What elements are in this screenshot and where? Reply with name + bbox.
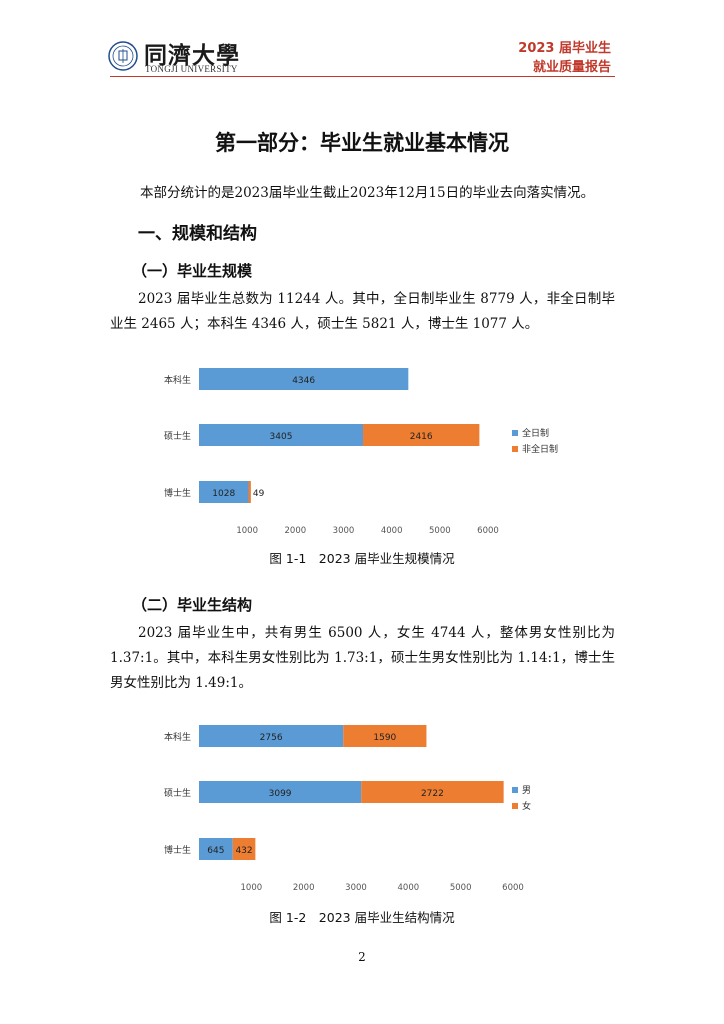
report-year: 2023 届毕业生: [518, 41, 611, 56]
legend-label: 女: [522, 800, 531, 812]
data-label: 2756: [260, 733, 283, 743]
x-tick-label: 5000: [450, 883, 472, 893]
x-tick-label: 2000: [285, 526, 307, 536]
legend-swatch: [512, 446, 518, 452]
section-title: 一、规模和结构: [138, 224, 257, 244]
legend-label: 男: [522, 785, 531, 796]
legend-swatch: [512, 430, 518, 436]
data-label: 2722: [421, 789, 444, 799]
x-tick-label: 3000: [333, 526, 355, 536]
data-label: 1028: [212, 489, 235, 499]
bar-segment: [199, 838, 233, 860]
bar-segment: [343, 725, 427, 747]
x-tick-label: 4000: [398, 883, 420, 893]
paragraph-structure: 2023 届毕业生中，共有男生 6500 人，女生 4744 人，整体男女性别比…: [110, 625, 615, 691]
x-tick-label: 1000: [241, 883, 263, 893]
caption-scale: 图 1-1 2023 届毕业生规模情况: [269, 551, 455, 566]
bar-segment: [248, 481, 251, 503]
data-label: 3099: [269, 789, 292, 799]
category-label: 博士生: [164, 487, 191, 499]
data-label: 645: [207, 846, 224, 856]
chart-scale: 本科生 4346 硕士生 3405 2416 博士生 1028 49 1000 2000 3000 4…: [140, 355, 600, 540]
legend-swatch: [512, 787, 518, 793]
data-label: 3405: [270, 432, 293, 442]
bar-segment: [199, 725, 344, 747]
page-header: 同濟大學 TONGJI UNIVERSITY 2023 届毕业生 就业质量报告: [0, 0, 724, 80]
chart-structure: 本科生 2756 1590 硕士生 3099 2722 博士生 645 432 1000 2000 3…: [140, 712, 600, 897]
x-tick-label: 2000: [293, 883, 315, 893]
bar-segment: [232, 838, 256, 860]
legend-label: 非全日制: [522, 443, 558, 455]
legend-swatch: [512, 803, 518, 809]
bar-segment: [363, 424, 480, 446]
x-tick-label: 5000: [429, 526, 451, 536]
x-tick-label: 6000: [477, 526, 499, 536]
category-label: 本科生: [164, 731, 191, 743]
chart-structure-svg: 本科生 2756 1590 硕士生 3099 2722 博士生 645 432 1000 2000 3…: [164, 725, 531, 893]
report-title: 就业质量报告: [532, 60, 611, 75]
bar-segment: [361, 781, 504, 803]
paragraph-scale: 2023 届毕业生总数为 11244 人。其中，全日制毕业生 8779 人，非全…: [110, 291, 615, 332]
x-tick-label: 3000: [345, 883, 367, 893]
caption-structure: 图 1-2 2023 届毕业生结构情况: [269, 910, 455, 925]
data-label: 432: [235, 846, 252, 856]
university-seal-icon: [108, 41, 138, 71]
category-label: 博士生: [164, 844, 191, 856]
header-rule: [110, 76, 615, 77]
category-label: 硕士生: [164, 430, 191, 442]
subsection-title-scale: （一）毕业生规模: [132, 262, 253, 280]
x-tick-label: 1000: [236, 526, 258, 536]
data-label: 2416: [410, 432, 433, 442]
data-label: 49: [253, 489, 265, 499]
category-label: 本科生: [164, 374, 191, 386]
data-label: 4346: [292, 376, 315, 386]
data-label: 1590: [373, 733, 396, 743]
intro-paragraph: 本部分统计的是2023届毕业生截止2023年12月15日的毕业去向落实情况。: [140, 185, 595, 201]
part-title: 第一部分：毕业生就业基本情况: [215, 131, 509, 155]
university-logo-english: TONGJI UNIVERSITY: [145, 64, 238, 74]
university-logo-text: 同濟大學: [144, 42, 240, 69]
bar-segment: [199, 424, 364, 446]
subsection-title-structure: （二）毕业生结构: [132, 596, 253, 614]
x-tick-label: 6000: [502, 883, 524, 893]
bar-segment: [199, 368, 409, 390]
bar-segment: [199, 781, 362, 803]
x-tick-label: 4000: [381, 526, 403, 536]
page-number: 2: [358, 950, 366, 964]
bar-segment: [199, 481, 249, 503]
category-label: 硕士生: [164, 787, 191, 799]
chart-scale-svg: 本科生 4346 硕士生 3405 2416 博士生 1028 49 1000 2000 3000 4…: [164, 368, 558, 536]
legend-label: 全日制: [522, 427, 549, 439]
